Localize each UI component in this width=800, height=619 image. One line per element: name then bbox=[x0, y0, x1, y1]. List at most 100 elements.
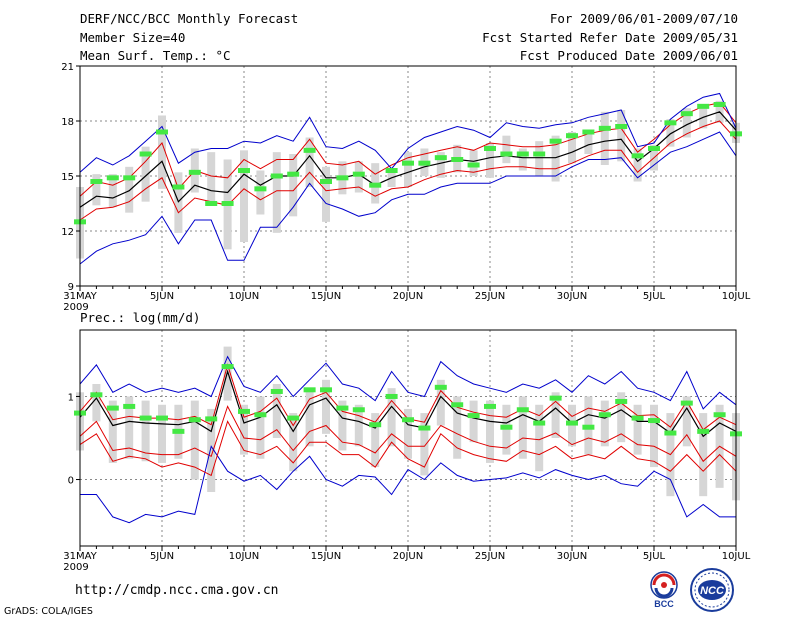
prec-obs-18JUN bbox=[369, 422, 382, 428]
temp-member-box-5JUN bbox=[158, 115, 166, 189]
prec-member-box-17JUN bbox=[354, 404, 363, 447]
prec-obs-2JUL bbox=[598, 412, 611, 418]
prec-obs-5JUL bbox=[648, 418, 660, 424]
temp-obs-24JUN bbox=[467, 162, 480, 168]
temp-obs-19JUN bbox=[385, 168, 398, 173]
temp-obs-5JUL bbox=[648, 146, 660, 151]
temp-member-box-4JUL bbox=[633, 148, 642, 182]
temp-member-box-3JUN bbox=[125, 166, 134, 213]
temp-obs-23JUN bbox=[451, 157, 464, 162]
temp-member-box-10JUN bbox=[240, 150, 248, 242]
bcc-logo-dot bbox=[661, 582, 667, 588]
temp-obs-20JUN bbox=[402, 160, 414, 166]
temp-member-box-6JUL bbox=[666, 119, 675, 147]
temp-obs-4JUL bbox=[631, 153, 644, 159]
prec-obs-22JUN bbox=[434, 384, 447, 390]
temp-obs-13JUN bbox=[287, 171, 300, 177]
prec-obs-8JUL bbox=[697, 428, 710, 434]
prec-obs-28JUN bbox=[533, 420, 546, 426]
prec-series-ensemble-mean bbox=[79, 369, 737, 438]
temp-member-box-8JUL bbox=[699, 104, 708, 129]
temp-obs-21JUN bbox=[418, 160, 431, 166]
variable-label: Mean Surf. Temp.: °C bbox=[80, 48, 231, 63]
prec-obs-25JUN bbox=[484, 403, 496, 409]
ncc-logo-text: NCC bbox=[700, 585, 725, 597]
temp-member-box-27JUN bbox=[518, 148, 527, 171]
temp-obs-1JUN bbox=[90, 179, 103, 184]
temp-member-box-22JUN bbox=[436, 152, 445, 178]
temp-member-box-3JUL bbox=[617, 110, 626, 162]
temp-member-box-6JUN bbox=[174, 172, 183, 233]
prec-member-box-4JUL bbox=[633, 404, 642, 455]
temp-obs-27JUN bbox=[516, 151, 529, 157]
temp-obs-17JUN bbox=[352, 171, 365, 177]
prec-xtick-label-10JUL: 10JUL bbox=[722, 551, 751, 562]
prec-member-box-7JUL bbox=[682, 396, 691, 447]
prec-member-box-2JUN bbox=[108, 400, 117, 463]
prec-member-box-28JUN bbox=[535, 404, 544, 472]
temp-xtick-label-20JUN: 20JUN bbox=[393, 291, 423, 302]
prec-series-mean-std-lower- bbox=[79, 420, 737, 477]
prec-member-box-10JUN bbox=[240, 404, 248, 455]
temp-xtick-label-5JUL: 5JUL bbox=[643, 291, 666, 302]
temp-member-box-2JUL bbox=[600, 111, 609, 165]
prec-obs-3JUL bbox=[615, 398, 628, 404]
prec-panel-title: Prec.: log(mm/d) bbox=[80, 310, 201, 325]
temp-member-box-2JUN bbox=[108, 174, 117, 208]
temp-xtick-label-31MAY: 31MAY bbox=[63, 291, 97, 302]
prec-obs-6JUN bbox=[172, 428, 185, 434]
prec-xtick-label-31MAY: 31MAY bbox=[63, 551, 97, 562]
temp-xtick-label-30JUN: 30JUN bbox=[557, 291, 587, 302]
temp-obs-5JUN bbox=[156, 129, 168, 135]
temp-series-ensemble-mean bbox=[79, 111, 737, 208]
temp-obs-7JUN bbox=[188, 169, 201, 175]
temp-obs-26JUN bbox=[500, 151, 513, 157]
temp-obs-6JUL bbox=[664, 120, 677, 126]
temp-ytick-label-18: 18 bbox=[61, 117, 74, 128]
temp-obs-28JUN bbox=[533, 151, 546, 157]
temp-obs-1JUL bbox=[582, 129, 595, 135]
temp-obs-2JUN bbox=[106, 175, 119, 181]
prec-obs-17JUN bbox=[352, 407, 365, 413]
prec-xtick-label-25JUN: 25JUN bbox=[475, 551, 505, 562]
prec-xtick-label-10JUN: 10JUN bbox=[229, 551, 259, 562]
prec-member-box-19JUN bbox=[387, 388, 396, 447]
prec-member-box-12JUN bbox=[272, 384, 281, 438]
prec-obs-8JUN bbox=[205, 416, 218, 422]
temp-ytick-label-9: 9 bbox=[68, 282, 74, 293]
prec-obs-2JUN bbox=[106, 405, 119, 411]
temp-xtick-label-10JUL: 10JUL bbox=[722, 291, 751, 302]
chart-title: DERF/NCC/BCC Monthly Forecast bbox=[80, 11, 299, 26]
temp-ytick-label-15: 15 bbox=[61, 172, 74, 183]
prec-series-mean-std bbox=[79, 405, 737, 463]
prec-member-box-18JUN bbox=[371, 413, 380, 468]
prec-obs-13JUN bbox=[287, 415, 300, 421]
prec-obs-20JUN bbox=[402, 417, 414, 423]
prec-series-min bbox=[80, 445, 736, 524]
prec-obs-3JUN bbox=[123, 403, 136, 409]
prec-member-box-22JUN bbox=[436, 379, 445, 426]
temp-xtick-label-5JUN: 5JUN bbox=[150, 291, 174, 302]
footer-url[interactable]: http://cmdp.ncc.cma.gov.cn bbox=[75, 583, 279, 598]
temp-obs-25JUN bbox=[484, 146, 496, 151]
temp-obs-8JUL bbox=[697, 103, 710, 109]
temp-xtick-label-10JUN: 10JUN bbox=[229, 291, 259, 302]
temp-ytick-label-12: 12 bbox=[61, 227, 74, 238]
prec-member-box-3JUN bbox=[125, 396, 134, 459]
prec-obs-1JUL bbox=[582, 424, 595, 430]
temp-series-max bbox=[79, 92, 737, 173]
temp-member-box-17JUN bbox=[354, 161, 363, 193]
forecast-produced-date: Fcst Produced Date 2009/06/01 bbox=[519, 48, 738, 63]
temp-obs-7JUL bbox=[680, 111, 693, 117]
prec-ytick-label-1: 1 bbox=[68, 392, 74, 403]
prec-xtick-label-20JUN: 20JUN bbox=[393, 551, 423, 562]
temp-obs-22JUN bbox=[434, 155, 447, 161]
temp-member-box-4JUN bbox=[141, 146, 150, 202]
bcc-logo-arc-blue bbox=[654, 587, 674, 598]
temperature-panel: 9 12 15 18 21 31MAY 5JUN 10JUN 15JUN 20JUN 25JUN 30… bbox=[61, 62, 750, 313]
prec-member-box-11JUN bbox=[256, 396, 265, 459]
temp-obs-12JUN bbox=[270, 173, 283, 179]
temp-series-min bbox=[79, 131, 737, 265]
temp-ytick-label-21: 21 bbox=[61, 62, 74, 73]
prec-ytick-label-0: 0 bbox=[68, 476, 74, 487]
